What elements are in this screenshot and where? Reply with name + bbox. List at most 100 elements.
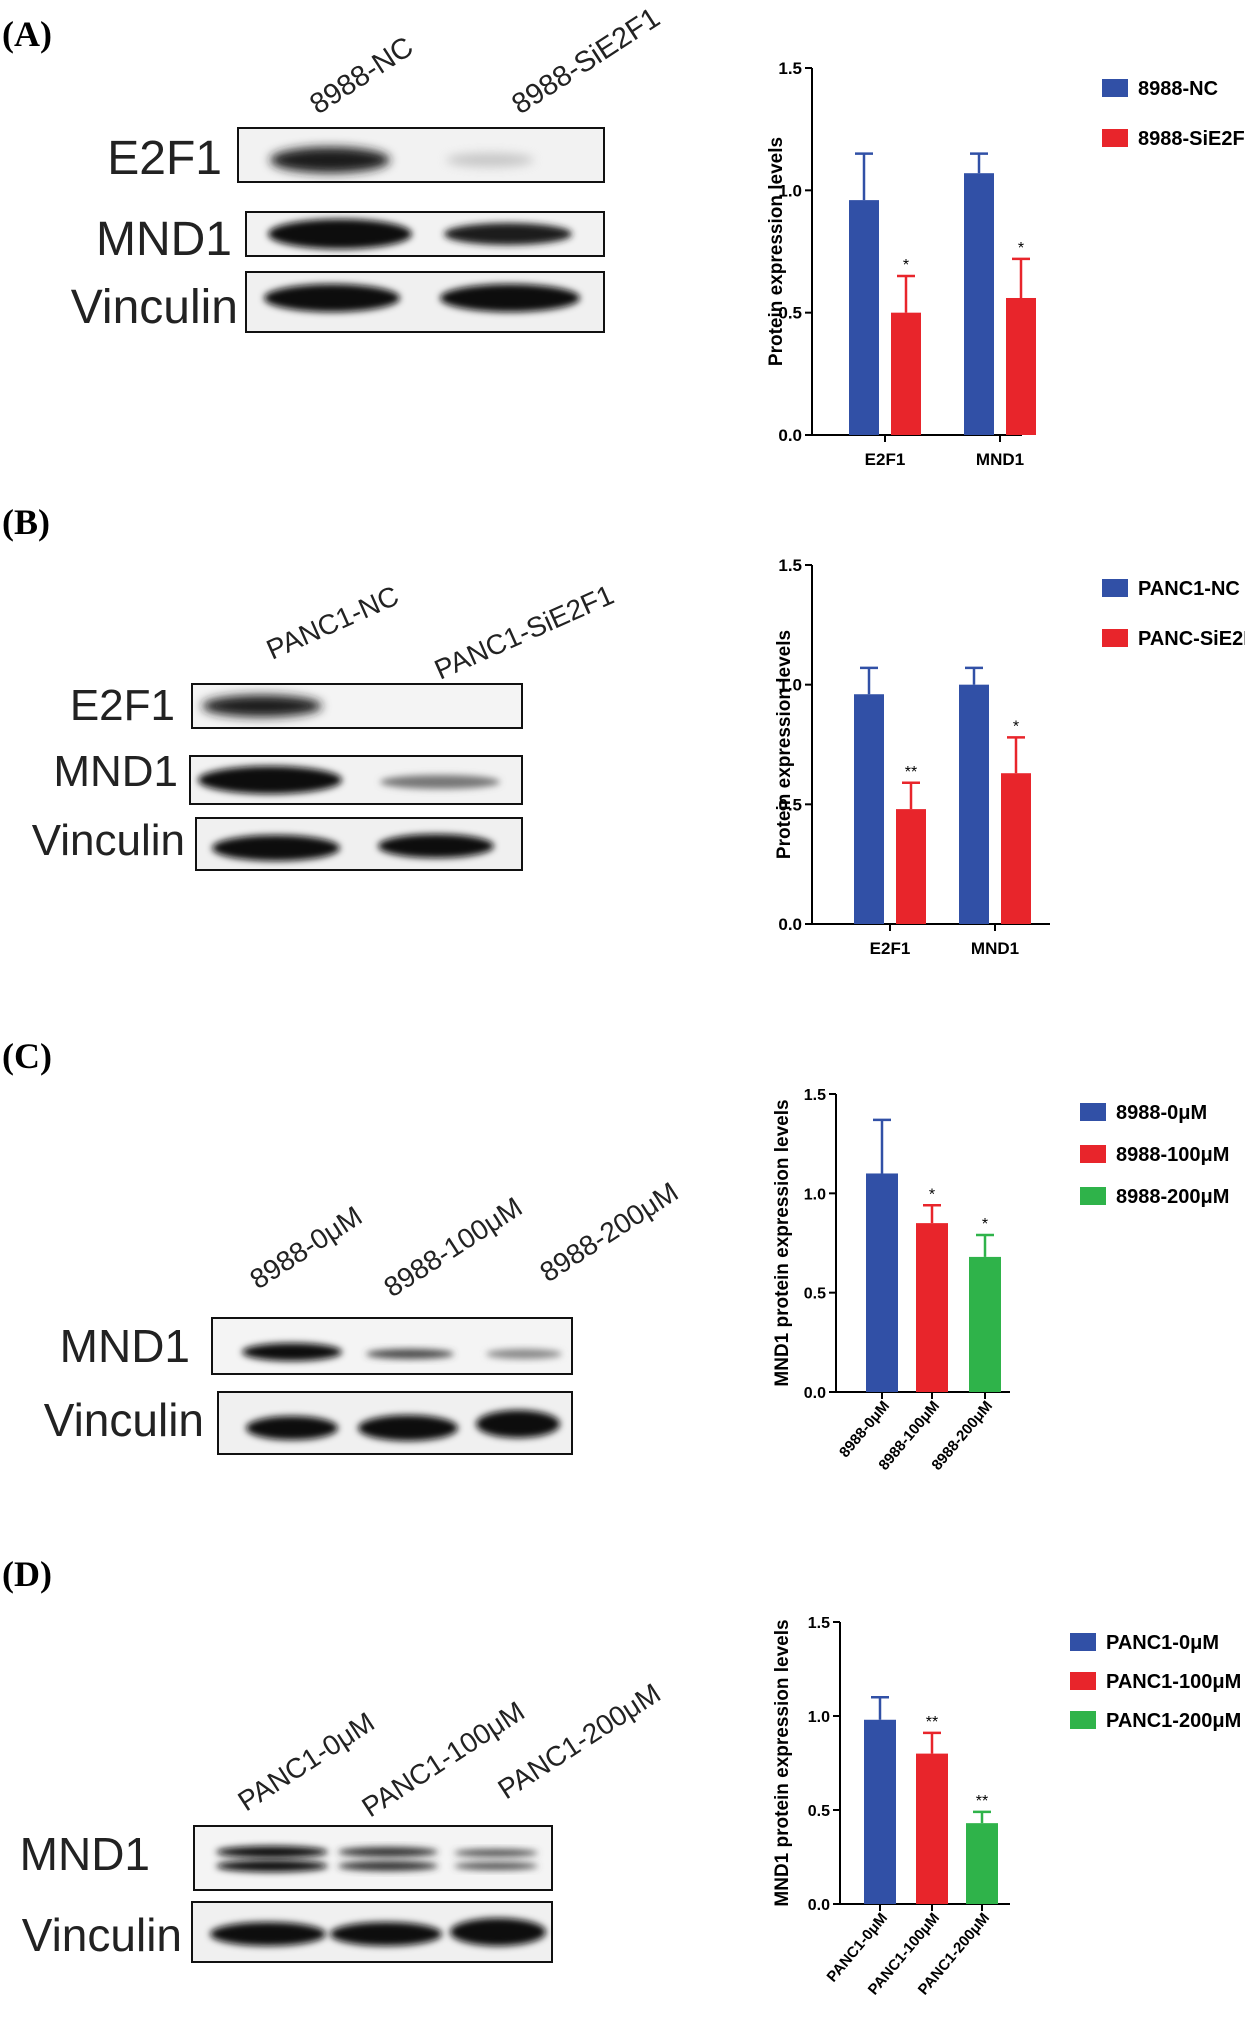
y-tick-label: 0.5 [804,1286,826,1303]
blot-band [216,1846,328,1858]
y-tick-label: 0.0 [778,915,802,934]
legend-swatch [1070,1672,1096,1690]
lane-label: PANC1-NC [262,580,403,666]
legend-label: 8988-200μM [1116,1186,1229,1208]
blot-band [338,1861,438,1871]
legend-label: 8988-100μM [1116,1144,1229,1166]
legend-label: PANC1-NC [1138,578,1240,600]
x-tick-label: MND1 [976,450,1024,469]
blot-band [268,219,412,249]
bar [1006,297,1036,435]
y-axis-label: MND1 protein expression levels [772,1099,793,1386]
y-tick-label: 0.5 [808,1803,830,1820]
blot-band [380,775,500,789]
bar [959,684,989,924]
blot-band [454,1862,538,1870]
y-tick-label: 1.0 [804,1186,826,1203]
blot-band [246,1416,338,1440]
legend-swatch [1080,1187,1106,1205]
significance-label: * [929,1186,935,1203]
legend-swatch [1070,1633,1096,1651]
blot-band [446,153,534,167]
lane-label: 8988-NC [304,31,419,121]
bar [854,694,884,924]
blot-band [270,147,390,173]
band-label: MND1 [60,1320,190,1372]
legend-swatch [1080,1145,1106,1163]
band-label: MND1 [20,1828,150,1880]
blot-band [358,1415,458,1441]
western-blot-c: 8988-0μM 8988-100μM 8988-200μM MND1 Vinc… [44,1176,684,1455]
y-tick-label: 0.5 [778,304,802,323]
blot-band [440,284,580,312]
significance-label: * [1018,240,1024,257]
western-blot-d: PANC1-0μM PANC1-100μM PANC1-200μM MND1 V… [20,1677,666,1963]
lane-label: PANC1-200μM [492,1677,666,1805]
x-tick-label: E2F1 [865,450,906,469]
bar [969,1256,1001,1392]
lane-label: 8988-SiE2F1 [506,2,665,121]
band-label: Vinculin [71,281,238,334]
band-label: Vinculin [22,1909,182,1961]
legend-label: 8988-0μM [1116,1102,1207,1124]
blot-band [444,223,572,245]
significance-label: ** [905,764,917,781]
blot-band [210,1922,326,1946]
blot-band [330,1922,442,1946]
bar [891,312,921,435]
significance-label: * [982,1216,988,1233]
blot-band [454,1849,538,1857]
x-tick-label: E2F1 [870,939,911,958]
y-tick-label: 0.0 [778,426,802,445]
y-tick-label: 1.0 [778,676,802,695]
legend-label: PANC1-200μM [1106,1710,1241,1732]
band-label: Vinculin [44,1394,204,1446]
lane-label: 8988-0μM [244,1200,367,1295]
bar [916,1753,948,1904]
blot-band [212,835,340,861]
y-tick-label: 1.5 [804,1087,826,1104]
y-tick-label: 0.0 [804,1385,826,1402]
blot-band [378,834,494,858]
significance-label: * [1013,718,1019,735]
blot-band [366,1349,454,1359]
band-label: E2F1 [107,132,222,185]
lane-label: 8988-100μM [378,1191,527,1303]
bar [916,1223,948,1392]
legend-label: 8988-NC [1138,78,1218,100]
legend-swatch [1102,79,1128,97]
legend-swatch [1070,1711,1096,1729]
y-tick-label: 1.5 [778,556,802,575]
bar [1001,773,1031,924]
significance-label: * [903,257,909,274]
y-tick-label: 1.0 [808,1709,830,1726]
lane-label: PANC1-SiE2F1 [430,579,618,686]
y-axis-label: MND1 protein expression levels [772,1619,793,1906]
y-tick-label: 0.0 [808,1897,830,1914]
western-blot-b: PANC1-NC PANC1-SiE2F1 E2F1 MND1 Vinculin [32,579,618,871]
blot-band [242,1343,342,1361]
band-label: E2F1 [70,681,175,730]
significance-label: ** [926,1714,938,1731]
panel-label-a: (A) [2,14,52,54]
legend-swatch [1102,579,1128,597]
legend-label: PANC-SiE2F1 [1138,628,1245,650]
blot-band [486,1349,562,1359]
blot-band [216,1860,328,1872]
blot-band [198,766,342,794]
blot-band [450,1918,546,1946]
bar [864,1719,896,1904]
significance-label: ** [976,1793,988,1810]
charts-layer: 0.0 0.5 1.0 1.5 Protein expression levels * E2… [766,59,1245,1998]
legend-swatch [1102,629,1128,647]
band-label: Vinculin [32,816,185,865]
y-tick-label: 0.5 [778,795,802,814]
panel-label-b: (B) [2,502,50,542]
lane-label: 8988-200μM [534,1176,683,1288]
legend-swatch [1102,129,1128,147]
y-tick-label: 1.0 [778,181,802,200]
blot-band [202,695,322,717]
blot-band [264,284,400,312]
blot-band [476,1410,560,1438]
